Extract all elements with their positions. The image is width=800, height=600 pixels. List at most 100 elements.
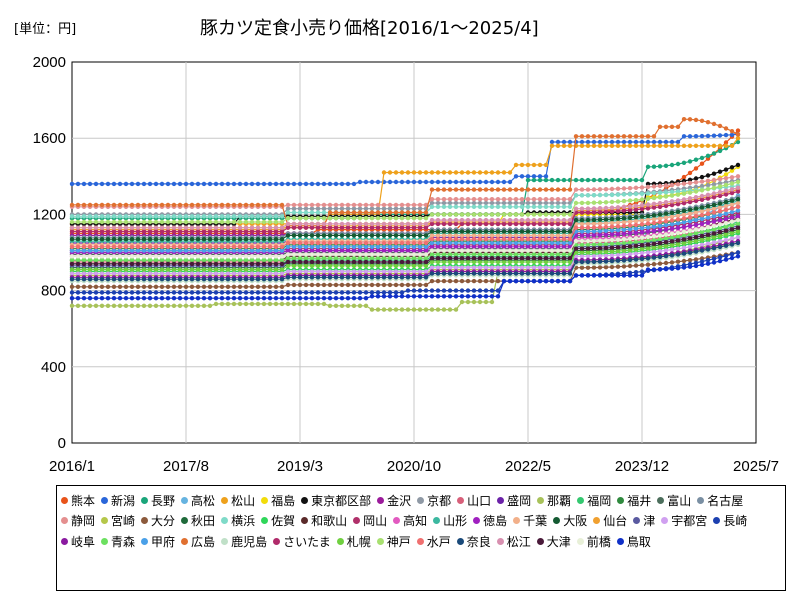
data-point [255, 271, 261, 276]
data-point [405, 263, 411, 268]
data-point [609, 199, 615, 205]
data-point [255, 277, 261, 282]
data-point [327, 244, 333, 249]
data-point [303, 256, 309, 261]
data-point [393, 282, 399, 288]
data-point [519, 221, 525, 227]
data-point [471, 221, 477, 227]
data-point [285, 225, 291, 230]
data-point [513, 221, 519, 227]
data-point [441, 244, 447, 249]
data-point [627, 231, 633, 236]
data-point [639, 263, 645, 268]
series-line-長崎 [72, 251, 739, 294]
data-point [411, 170, 417, 175]
data-point [447, 212, 453, 217]
data-point [315, 202, 321, 208]
data-point [207, 248, 213, 253]
data-point [117, 202, 123, 208]
data-point [681, 220, 687, 225]
series-line-静岡 [72, 175, 739, 208]
data-point [609, 177, 615, 183]
data-point [363, 202, 369, 208]
data-point [297, 216, 303, 221]
data-point [207, 225, 213, 230]
data-point [309, 181, 315, 187]
series-line-大津 [72, 227, 739, 265]
data-point [717, 176, 723, 182]
data-point [255, 214, 261, 219]
data-point [627, 134, 633, 139]
data-point [441, 237, 447, 242]
data-point [735, 139, 741, 145]
data-point [213, 244, 219, 249]
data-point [657, 249, 663, 254]
data-point [717, 184, 723, 189]
data-point [453, 307, 459, 312]
data-point [483, 221, 489, 227]
data-point [327, 221, 333, 227]
data-point [69, 202, 75, 208]
data-point [459, 265, 465, 270]
data-point [573, 225, 579, 230]
data-point [615, 199, 621, 204]
data-point [147, 244, 153, 249]
data-point [381, 225, 387, 230]
data-point [723, 253, 729, 258]
data-point [591, 250, 597, 255]
data-point [87, 290, 93, 295]
data-point [597, 259, 603, 264]
data-point [327, 206, 333, 211]
data-point [663, 194, 669, 199]
data-point [279, 284, 285, 289]
data-point [717, 123, 723, 129]
data-point [657, 261, 663, 266]
data-point [495, 204, 501, 209]
data-point [441, 187, 447, 192]
data-point [561, 265, 567, 270]
data-point [339, 263, 345, 268]
data-point [381, 244, 387, 249]
data-point [621, 139, 627, 145]
data-point [219, 277, 225, 282]
data-point [303, 240, 309, 246]
data-point [507, 259, 513, 265]
data-point [123, 214, 129, 219]
data-point [99, 202, 105, 208]
data-point [693, 195, 699, 200]
data-point [549, 200, 555, 206]
data-point [657, 254, 663, 260]
data-point [537, 240, 543, 246]
data-point [279, 267, 285, 272]
data-point [315, 256, 321, 261]
data-point [219, 202, 225, 208]
data-point [489, 252, 495, 257]
data-point [333, 256, 339, 261]
data-point [429, 307, 435, 312]
data-point [411, 248, 417, 253]
data-point [429, 221, 435, 227]
data-point [453, 200, 459, 206]
data-point [501, 212, 507, 217]
data-point [261, 290, 267, 295]
data-point [129, 229, 135, 234]
data-point [249, 248, 255, 253]
data-point [627, 143, 633, 148]
data-point [189, 244, 195, 249]
data-point [387, 240, 393, 246]
data-point [111, 248, 117, 253]
data-point [621, 231, 627, 236]
data-point [237, 229, 243, 234]
data-point [405, 275, 411, 280]
data-point [243, 284, 249, 289]
data-point [267, 237, 273, 242]
data-point [399, 206, 405, 211]
data-point [735, 185, 741, 190]
data-point [321, 225, 327, 230]
data-point [609, 134, 615, 139]
data-point [153, 277, 159, 282]
data-point [555, 271, 561, 276]
data-point [561, 252, 567, 257]
y-tick-label: 0 [58, 435, 66, 452]
data-point [723, 199, 729, 205]
